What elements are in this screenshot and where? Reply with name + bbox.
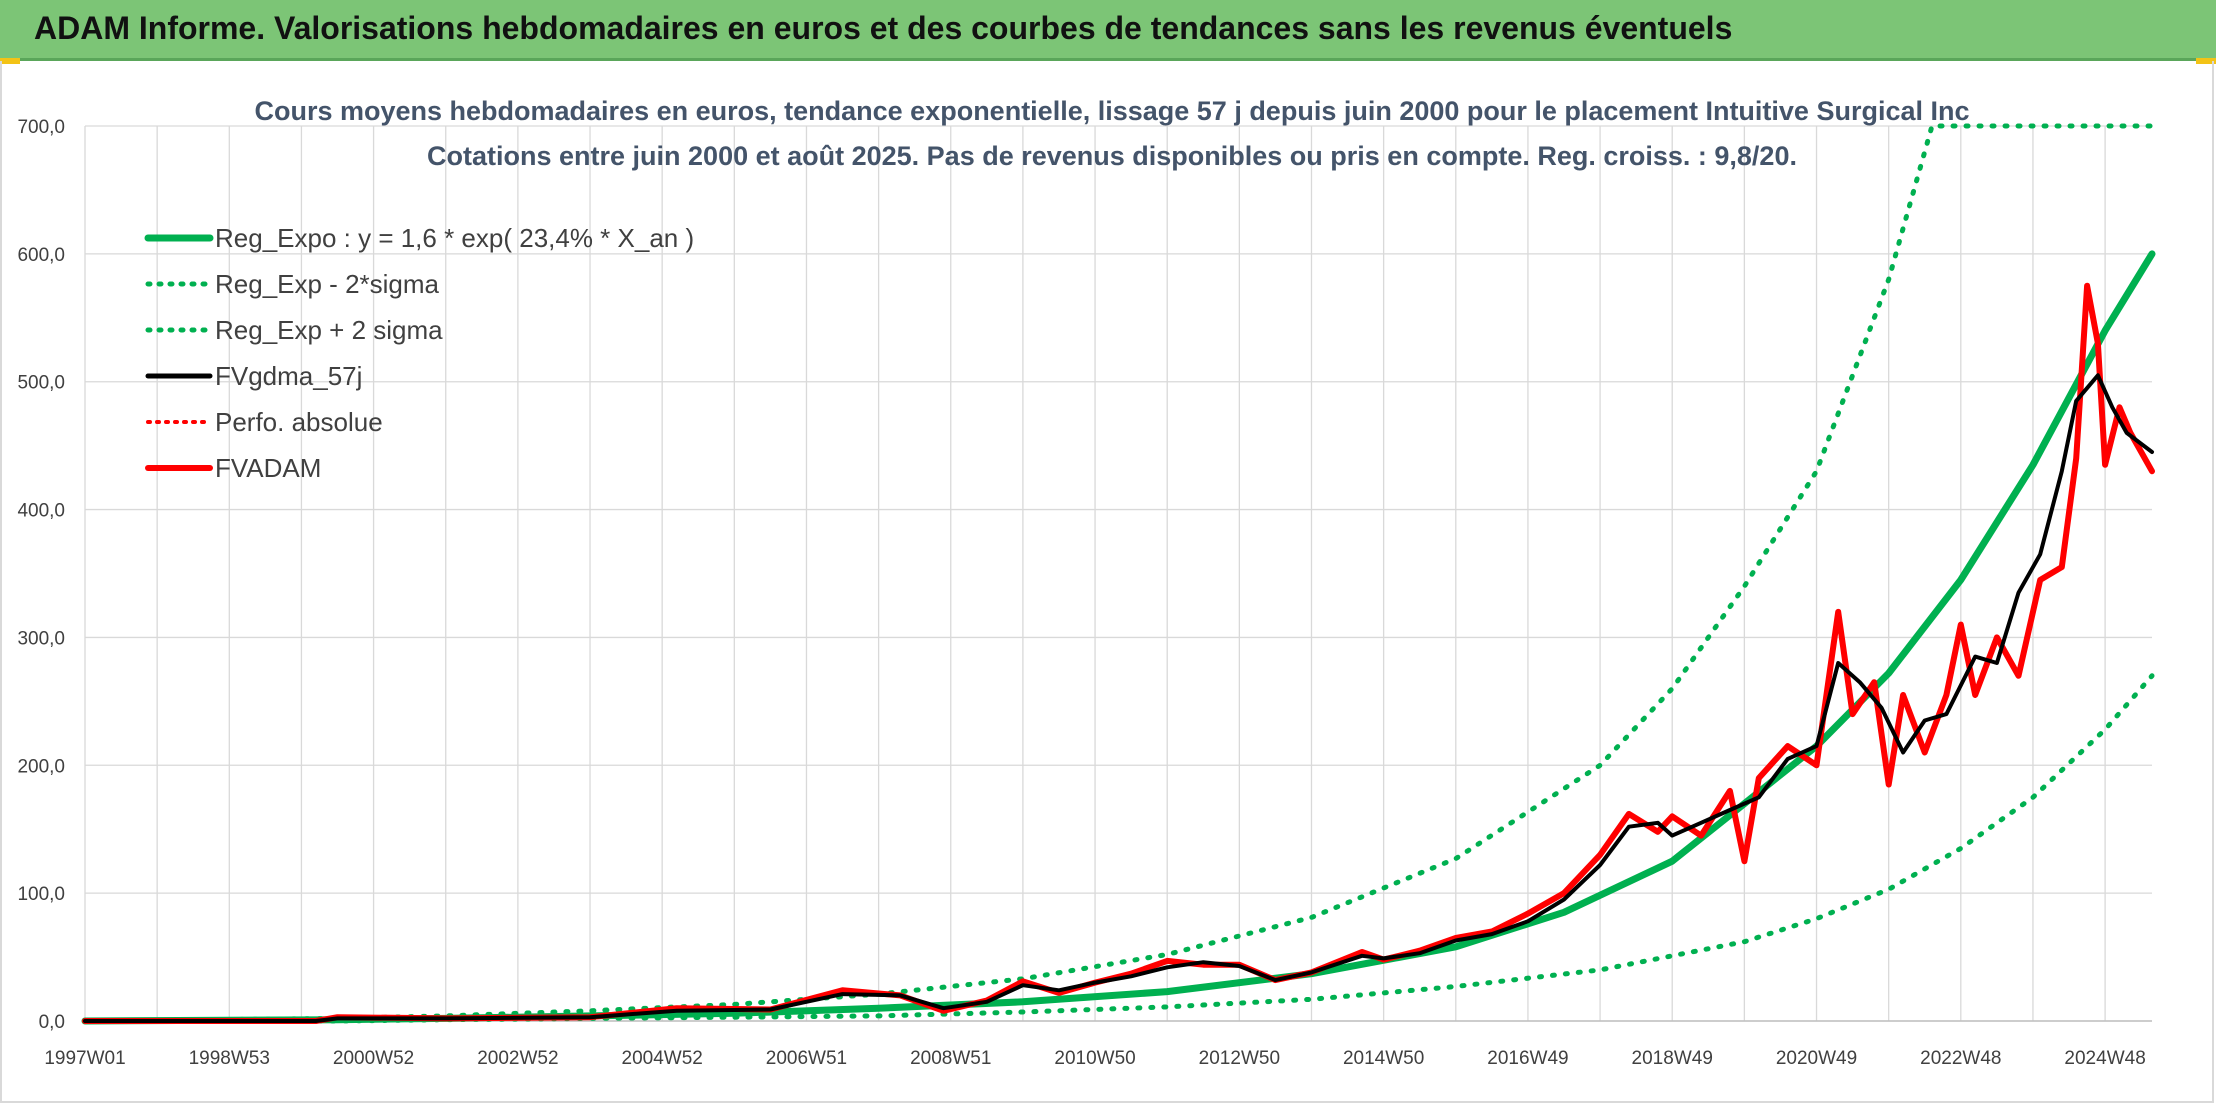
series-fvgdma-57j-overlay xyxy=(85,374,2153,1023)
legend: Reg_Expo : y = 1,6 * exp( 23,4% * X_an )… xyxy=(144,223,694,483)
series-layer xyxy=(81,123,2156,1025)
x-tick-label: 2024W48 xyxy=(2064,1048,2145,1069)
x-tick-label: 2008W51 xyxy=(910,1048,991,1069)
x-tick-label: 2006W51 xyxy=(766,1048,847,1069)
series-fvgdma-57j xyxy=(83,373,2154,1023)
x-tick-label: 1997W01 xyxy=(44,1048,125,1069)
legend-label: FVADAM xyxy=(215,453,321,483)
legend-label: FVgdma_57j xyxy=(215,361,362,391)
x-tick-label: 2004W52 xyxy=(622,1048,703,1069)
y-tick-label: 0,0 xyxy=(39,1012,65,1033)
y-tick-label: 200,0 xyxy=(17,756,65,777)
x-tick-label: 2014W50 xyxy=(1343,1048,1424,1069)
y-tick-label: 600,0 xyxy=(17,245,65,266)
series-reg-exp-minus-2sigma xyxy=(82,673,2155,1024)
x-tick-label: 2000W52 xyxy=(333,1048,414,1069)
x-tick-label: 2016W49 xyxy=(1487,1048,1568,1069)
y-tick-label: 400,0 xyxy=(17,501,65,522)
legend-label: Reg_Exp + 2 sigma xyxy=(215,315,443,345)
corner-accent-right xyxy=(2196,58,2216,64)
y-tick-label: 100,0 xyxy=(17,884,65,905)
corner-accent-left xyxy=(0,58,20,64)
report-title: ADAM Informe. Valorisations hebdomadaire… xyxy=(34,10,1733,46)
x-tick-label: 2018W49 xyxy=(1632,1048,1713,1069)
x-tick-label: 2022W48 xyxy=(1920,1048,2001,1069)
report-banner: ADAM Informe. Valorisations hebdomadaire… xyxy=(0,0,2216,61)
x-tick-label: 2012W50 xyxy=(1199,1048,1280,1069)
x-tick-label: 2020W49 xyxy=(1776,1048,1857,1069)
legend-label: Reg_Expo : y = 1,6 * exp( 23,4% * X_an ) xyxy=(215,223,694,253)
chart-subtitle: Cotations entre juin 2000 et août 2025. … xyxy=(427,141,1797,171)
chart-title: Cours moyens hebdomadaires en euros, ten… xyxy=(254,96,1969,126)
y-tick-label: 500,0 xyxy=(17,373,65,394)
series-fvadam xyxy=(82,282,2155,1024)
axis-labels: 0,0 100,0 200,0 300,0 400,0 500,0 600,0 700,0 19… xyxy=(17,117,2145,1069)
x-tick-label: 2010W50 xyxy=(1054,1048,1135,1069)
legend-label: Perfo. absolue xyxy=(215,407,383,437)
series-reg-exp-plus-2sigma xyxy=(82,123,2155,1024)
legend-label: Reg_Exp - 2*sigma xyxy=(215,269,440,299)
grid-layer xyxy=(84,125,2152,1022)
x-tick-label: 1998W53 xyxy=(189,1048,270,1069)
y-tick-label: 300,0 xyxy=(17,628,65,649)
chart-frame xyxy=(0,61,2214,1103)
y-tick-label: 700,0 xyxy=(17,117,65,138)
x-tick-label: 2002W52 xyxy=(477,1048,558,1069)
